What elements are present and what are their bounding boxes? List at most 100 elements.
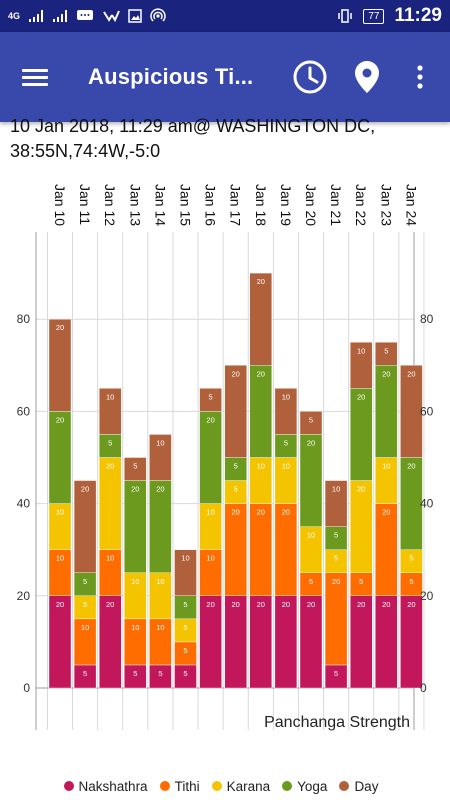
bar-value-label: 20 — [357, 392, 365, 401]
bar-segment-day — [224, 365, 247, 458]
bar-segment-yoga — [249, 365, 273, 458]
bar-segment-yoga — [350, 388, 373, 481]
bar-segment-nakshathra — [375, 595, 398, 689]
x-tick-label: Jan 12 — [102, 184, 118, 226]
bar-segment-day — [98, 388, 122, 435]
x-tick-label: Jan 16 — [203, 184, 219, 226]
bar-value-label: 5 — [183, 600, 187, 609]
bar-value-label: 5 — [234, 485, 238, 494]
bar-value-label: 5 — [409, 554, 413, 563]
x-tick-label: Jan 13 — [127, 184, 143, 226]
bar-segment-day — [249, 272, 273, 366]
bar-value-label: 10 — [81, 623, 89, 632]
bar-value-label: 5 — [359, 577, 363, 586]
bar-segment-day — [400, 365, 423, 458]
bar-value-label: 10 — [357, 346, 365, 355]
menu-icon[interactable] — [22, 65, 48, 90]
x-tick-label: Jan 11 — [77, 184, 93, 225]
bar-value-label: 10 — [156, 577, 164, 586]
bar-segment-day — [324, 480, 348, 527]
clock-icon[interactable] — [292, 59, 328, 95]
image-icon — [128, 9, 142, 23]
bar-value-label: 10 — [206, 554, 214, 563]
bar-segment-day — [274, 388, 298, 435]
header-date-line: 10 Jan 2018, 11:29 am@ WASHINGTON DC, — [10, 116, 376, 136]
bar-segment-nakshathra — [274, 595, 298, 689]
bar-segment-day — [149, 434, 172, 481]
legend-dot — [159, 781, 170, 791]
x-tick-label: Jan 24 — [403, 184, 419, 226]
bar-segment-karana — [98, 457, 122, 550]
bar-value-label: 20 — [257, 600, 265, 609]
bar-segment-nakshathra — [249, 595, 273, 689]
chat-icon — [77, 10, 94, 20]
legend-label: Nakshathra — [78, 778, 148, 794]
bar-segment-yoga — [48, 411, 72, 504]
bar-value-label: 10 — [106, 392, 114, 401]
bar-value-label: 5 — [83, 577, 87, 586]
network-type: 4G — [8, 11, 21, 21]
bar-value-label: 5 — [309, 577, 313, 586]
bar-value-label: 20 — [382, 508, 390, 517]
bar-value-label: 20 — [206, 415, 214, 424]
bar-value-label: 5 — [108, 438, 112, 447]
bar-value-label: 20 — [407, 600, 415, 609]
bar-segment-tithi — [324, 572, 348, 666]
bar-segment-day — [299, 411, 323, 435]
bar-segment-nakshathra — [199, 595, 222, 689]
chart-legend: Nakshathra Tithi Karana Yoga Day — [0, 776, 450, 796]
more-vert-icon[interactable] — [416, 64, 424, 90]
bar-value-label: 10 — [106, 554, 114, 563]
bar-value-label: 5 — [83, 600, 87, 609]
bar-value-label: 20 — [282, 600, 290, 609]
signal-icon — [29, 10, 44, 22]
legend-dot — [211, 781, 222, 791]
chart-labels: 0 0 20 20 40 40 60 60 80 80 20 10 10 20 20 Jan 10 5 10 5 5 2… — [17, 184, 434, 695]
bar-value-label: 5 — [158, 669, 162, 678]
y-tick-label-right: 60 — [420, 404, 434, 418]
location-header: 10 Jan 2018, 11:29 am@ WASHINGTON DC, 38… — [10, 114, 440, 164]
bar-value-label: 5 — [334, 531, 338, 540]
bar-segment-yoga — [299, 434, 323, 527]
y-tick-label-right: 0 — [420, 681, 427, 695]
bar-value-label: 10 — [181, 554, 189, 563]
location-pin-icon[interactable] — [354, 60, 380, 94]
bar-value-label: 10 — [332, 485, 340, 494]
bar-value-label: 20 — [382, 369, 390, 378]
bar-value-label: 10 — [56, 554, 64, 563]
legend-label: Karana — [226, 778, 271, 794]
bar-value-label: 5 — [334, 554, 338, 563]
bar-value-label: 20 — [56, 600, 64, 609]
bar-segment-karana — [350, 480, 373, 573]
app-bar: Auspicious Ti... — [0, 32, 450, 122]
bar-value-label: 10 — [282, 392, 290, 401]
panchanga-strength-chart: 0 0 20 20 40 40 60 60 80 80 20 10 10 20 20 Jan 10 5 10 5 5 2… — [17, 184, 434, 731]
y-tick-label-left: 80 — [17, 312, 31, 326]
bar-value-label: 20 — [382, 600, 390, 609]
x-tick-label: Jan 17 — [228, 184, 244, 226]
bar-segment-day — [375, 342, 398, 366]
bar-value-label: 20 — [156, 485, 164, 494]
legend-label: Tithi — [174, 778, 200, 794]
bar-value-label: 5 — [309, 415, 313, 424]
bar-value-label: 5 — [133, 462, 137, 471]
hotspot-icon — [150, 8, 166, 22]
bar-value-label: 20 — [282, 508, 290, 517]
bar-value-label: 10 — [257, 462, 265, 471]
bar-segment-yoga — [375, 365, 398, 458]
chart-title: Panchanga Strength — [264, 714, 410, 731]
bar-value-label: 5 — [334, 669, 338, 678]
y-tick-label-left: 20 — [17, 589, 31, 603]
y-tick-label-right: 80 — [420, 312, 434, 326]
y-tick-label-right: 40 — [420, 497, 434, 511]
bar-value-label: 5 — [83, 669, 87, 678]
legend-item-day: Day — [339, 779, 378, 794]
bar-segment-yoga — [124, 480, 147, 573]
legend-item-karana: Karana — [211, 778, 271, 794]
y-tick-label-left: 0 — [23, 681, 30, 695]
check-icon — [103, 10, 120, 23]
bar-value-label: 20 — [257, 508, 265, 517]
y-tick-label-left: 60 — [17, 404, 31, 418]
x-tick-label: Jan 14 — [152, 184, 168, 226]
bar-segment-day — [350, 342, 373, 389]
